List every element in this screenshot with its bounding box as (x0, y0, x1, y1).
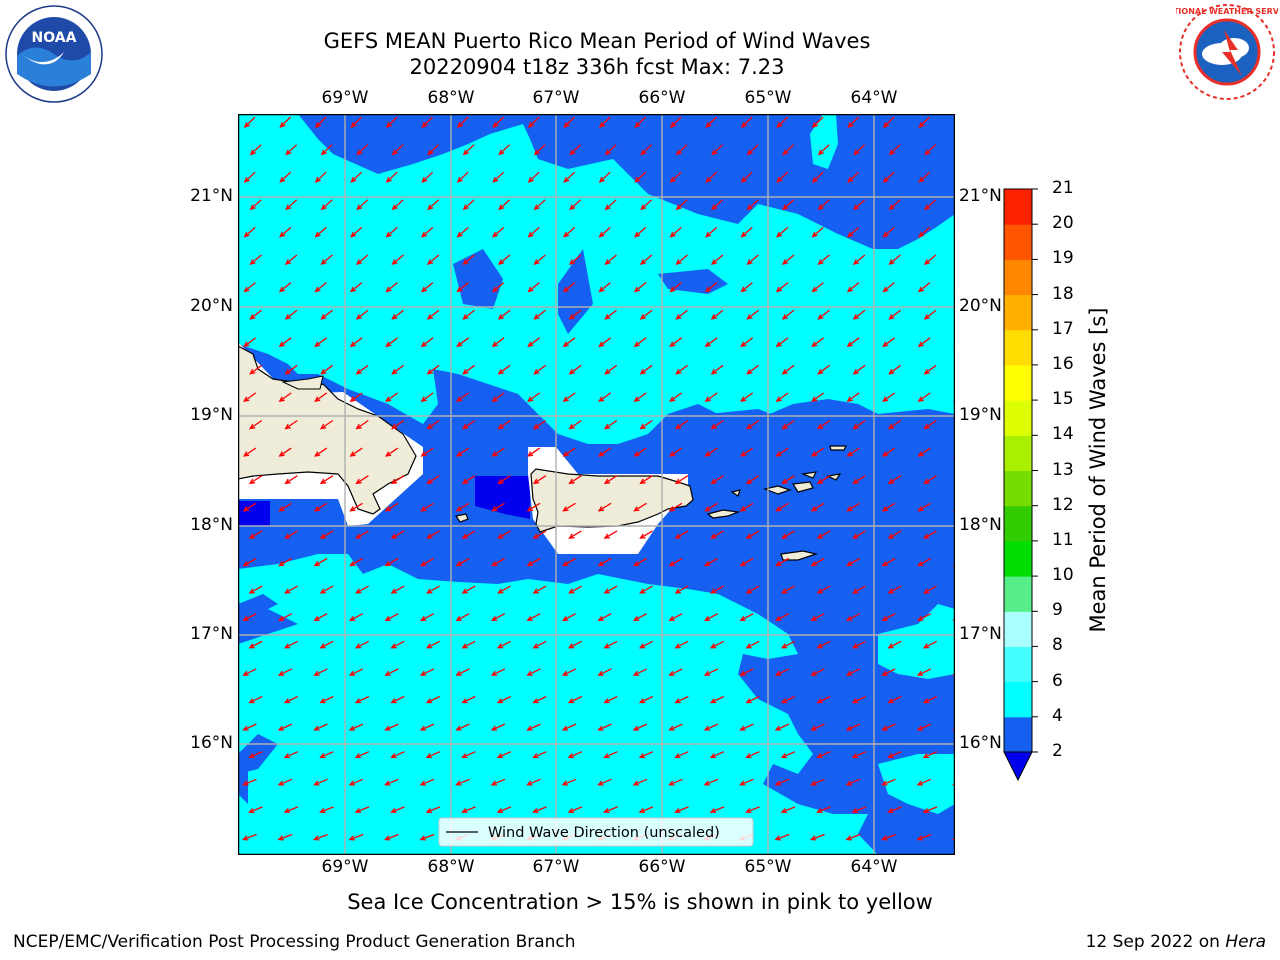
lon-label-bottom-64w: 64°W (839, 857, 909, 877)
lon-label-bottom-69w: 69°W (310, 857, 380, 877)
colorbar-tick-label: 18 (1052, 284, 1074, 304)
footer-date: 12 Sep 2022 on (1086, 932, 1220, 952)
colorbar-band (1004, 435, 1032, 471)
colorbar-tick-label: 20 (1052, 213, 1074, 233)
lat-label-left-16n: 16°N (163, 733, 233, 753)
nws-logo-ring-text: NATIONAL WEATHER SERVICE (1176, 7, 1278, 16)
footer-host: Hera (1225, 932, 1266, 952)
lat-label-left-21n: 21°N (163, 186, 233, 206)
wind-wave-legend: Wind Wave Direction (unscaled) (439, 818, 753, 846)
colorbar-tick-label: 15 (1052, 389, 1074, 409)
colorbar-tick-label: 8 (1052, 635, 1063, 655)
colorbar-band (1004, 541, 1032, 577)
colorbar-tick-label: 12 (1052, 495, 1074, 515)
sea-ice-note: Sea Ice Concentration > 15% is shown in … (0, 890, 1280, 914)
colorbar-tick-label: 19 (1052, 248, 1074, 268)
lat-label-left-19n: 19°N (163, 405, 233, 425)
colorbar-band (1004, 365, 1032, 401)
colorbar-tick-label: 6 (1052, 671, 1063, 691)
colorbar-tick-label: 4 (1052, 706, 1063, 726)
colorbar-band (1004, 330, 1032, 366)
colorbar-band (1004, 189, 1032, 225)
noaa-logo: NOAA (4, 4, 104, 104)
lon-label-bottom-68w: 68°W (416, 857, 486, 877)
colorbar-tick-label: 9 (1052, 600, 1063, 620)
colorbar-tick-label: 21 (1052, 178, 1074, 198)
lon-label-top-64w: 64°W (839, 88, 909, 108)
lon-label-bottom-66w: 66°W (627, 857, 697, 877)
lon-label-top-65w: 65°W (733, 88, 803, 108)
colorbar-tick-label: 13 (1052, 460, 1074, 480)
colorbar-band (1004, 646, 1032, 682)
chart-title: GEFS MEAN Puerto Rico Mean Period of Win… (0, 28, 1194, 54)
lon-label-bottom-67w: 67°W (521, 857, 591, 877)
lat-label-left-17n: 17°N (163, 624, 233, 644)
colorbar-label: Mean Period of Wind Waves [s] (1086, 290, 1110, 650)
colorbar-tick-label: 10 (1052, 565, 1074, 585)
lon-label-top-68w: 68°W (416, 88, 486, 108)
footer-right: 12 Sep 2022 on Hera (1086, 932, 1266, 952)
colorbar-tick-label: 14 (1052, 424, 1074, 444)
anegada-island (830, 446, 846, 450)
colorbar-band (1004, 611, 1032, 647)
colorbar-band (1004, 259, 1032, 295)
colorbar-tick-label: 11 (1052, 530, 1074, 550)
map-panel[interactable]: Wind Wave Direction (unscaled) (238, 114, 955, 855)
lon-label-top-67w: 67°W (521, 88, 591, 108)
colorbar-band (1004, 506, 1032, 542)
colorbar-tick-label: 16 (1052, 354, 1074, 374)
colorbar-band (1004, 295, 1032, 331)
lat-label-left-20n: 20°N (163, 296, 233, 316)
lat-label-left-18n: 18°N (163, 515, 233, 535)
footer-left: NCEP/EMC/Verification Post Processing Pr… (13, 932, 576, 952)
lon-label-top-69w: 69°W (310, 88, 380, 108)
colorbar (998, 184, 1050, 786)
lon-label-bottom-65w: 65°W (733, 857, 803, 877)
colorbar-band (1004, 682, 1032, 718)
colorbar-band (1004, 400, 1032, 436)
lon-label-top-66w: 66°W (627, 88, 697, 108)
colorbar-band (1004, 576, 1032, 612)
colorbar-tick-label: 2 (1052, 741, 1063, 761)
colorbar-band (1004, 717, 1032, 753)
map-svg: Wind Wave Direction (unscaled) (238, 114, 955, 855)
noaa-logo-text: NOAA (32, 30, 77, 46)
colorbar-under-triangle (1004, 752, 1032, 780)
colorbar-band (1004, 224, 1032, 260)
legend-label: Wind Wave Direction (unscaled) (488, 825, 720, 841)
colorbar-tick-label: 17 (1052, 319, 1074, 339)
nws-logo: NATIONAL WEATHER SERVICE (1176, 2, 1278, 102)
colorbar-bands (1004, 189, 1032, 753)
chart-subtitle: 20220904 t18z 336h fcst Max: 7.23 (0, 54, 1194, 80)
colorbar-band (1004, 471, 1032, 507)
